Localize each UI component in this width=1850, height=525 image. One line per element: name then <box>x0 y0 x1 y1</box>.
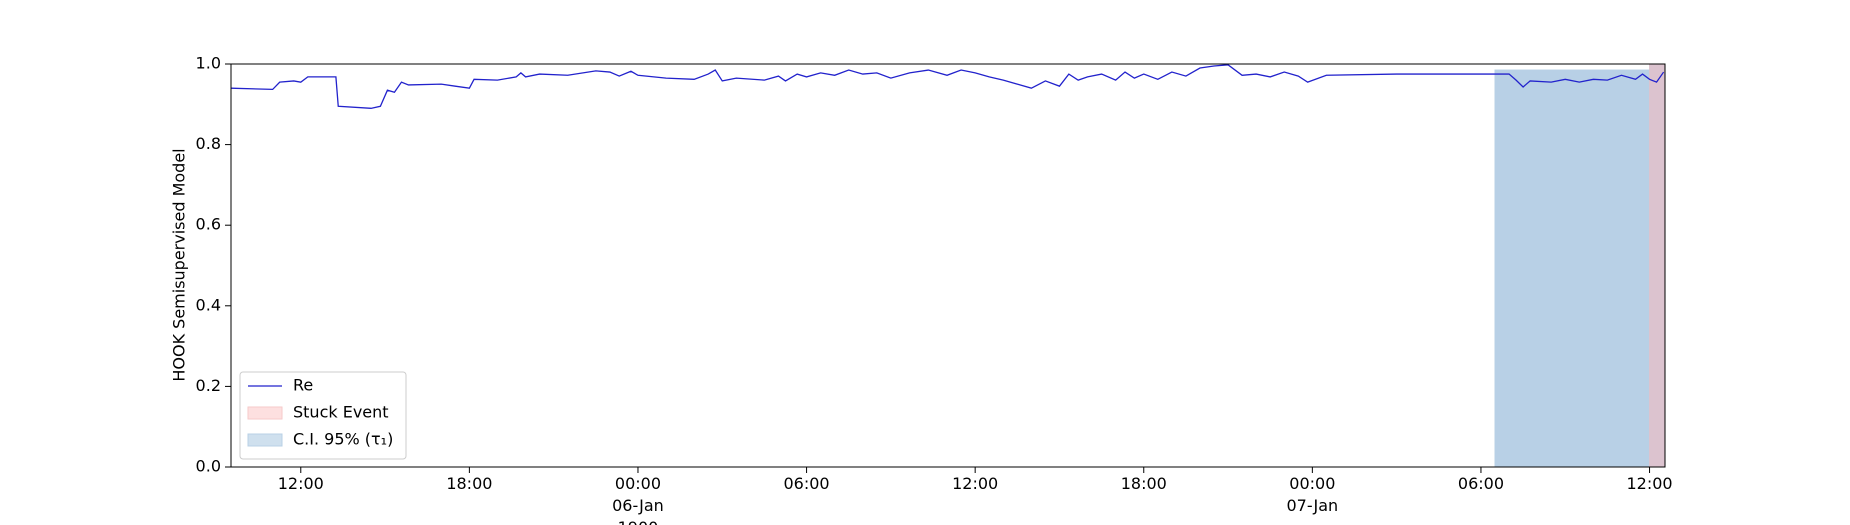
legend-label: Stuck Event <box>293 403 389 422</box>
y-tick-label: 0.6 <box>196 215 221 234</box>
x-tick-label: 12:00 <box>278 474 324 493</box>
y-axis-label: HOOK Semisupervised Model <box>170 148 189 381</box>
tick-label-line: 06-Jan <box>612 496 664 515</box>
tick-label-line: 18:00 <box>1121 474 1167 493</box>
y-tick-label: 0.0 <box>196 457 221 476</box>
data-line <box>230 64 1665 109</box>
legend-label: C.I. 95% (τ₁) <box>293 430 393 449</box>
tick-label-line: 12:00 <box>278 474 324 493</box>
x-tick-label: 12:00 <box>952 474 998 493</box>
tick-label-line: 00:00 <box>1289 474 1335 493</box>
tick-label-line: 12:00 <box>952 474 998 493</box>
tick-label-line: 06:00 <box>784 474 830 493</box>
span-region <box>1494 69 1651 468</box>
y-tick-label: 0.4 <box>196 295 221 314</box>
tick-label-line: 00:00 <box>615 474 661 493</box>
tick-label-line: 1900 <box>618 518 659 525</box>
tick-label-line: 18:00 <box>446 474 492 493</box>
x-tick-label: 12:00 <box>1626 474 1672 493</box>
tick-label-line: 07-Jan <box>1287 496 1339 515</box>
tick-label-line: 12:00 <box>1626 474 1672 493</box>
legend-patch <box>247 433 283 447</box>
x-tick-label: 18:00 <box>446 474 492 493</box>
legend-patch <box>247 406 283 420</box>
x-tick-label: 18:00 <box>1121 474 1167 493</box>
x-tick-label: 06:00 <box>1458 474 1504 493</box>
x-tick-label: 00:00 06-Jan 1900 <box>612 474 664 525</box>
legend-label: Re <box>293 376 313 395</box>
y-tick-label: 0.2 <box>196 376 221 395</box>
plot-frame <box>230 63 1666 468</box>
y-tick-label: 1.0 <box>196 54 221 73</box>
span-region <box>1649 63 1666 468</box>
x-tick-label: 00:00 07-Jan <box>1287 474 1339 515</box>
tick-label-line: 06:00 <box>1458 474 1504 493</box>
x-tick-label: 06:00 <box>784 474 830 493</box>
y-tick-label: 0.8 <box>196 134 221 153</box>
